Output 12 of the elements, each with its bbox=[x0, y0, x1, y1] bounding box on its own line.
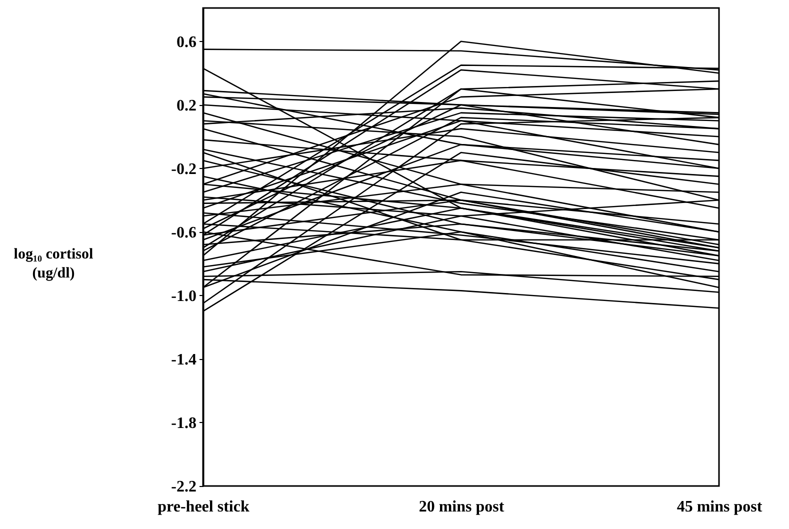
x-tick-label: 20 mins post bbox=[418, 498, 505, 516]
y-tick-label: 0.2 bbox=[176, 97, 196, 114]
y-tick-label: -1.4 bbox=[171, 351, 196, 368]
y-tick-label: -1.0 bbox=[171, 288, 196, 305]
x-tick-label: 45 mins post bbox=[676, 498, 763, 516]
y-axis-title: log₁₀ cortisol (ug/dl) bbox=[14, 246, 94, 282]
y-tick-label: -0.2 bbox=[171, 160, 196, 178]
y-tick-label: -2.2 bbox=[171, 478, 196, 496]
y-tick-label: -1.8 bbox=[171, 414, 196, 432]
x-tick-label: pre-heel stick bbox=[158, 498, 250, 516]
y-tick-label: 0.6 bbox=[176, 34, 196, 51]
y-tick-label: -0.6 bbox=[171, 224, 196, 242]
